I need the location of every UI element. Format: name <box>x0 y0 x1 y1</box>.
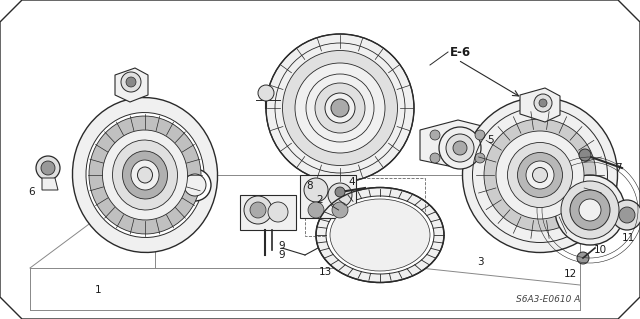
Polygon shape <box>115 68 148 102</box>
Ellipse shape <box>532 167 547 182</box>
Ellipse shape <box>184 174 206 196</box>
Ellipse shape <box>86 113 204 237</box>
Circle shape <box>126 77 136 87</box>
Ellipse shape <box>331 99 349 117</box>
Ellipse shape <box>446 134 474 162</box>
Text: 10: 10 <box>593 245 607 255</box>
Ellipse shape <box>463 98 618 253</box>
Circle shape <box>41 161 55 175</box>
Ellipse shape <box>72 98 218 252</box>
Text: S6A3-E0610 A: S6A3-E0610 A <box>516 295 580 305</box>
Ellipse shape <box>102 130 188 220</box>
Ellipse shape <box>113 140 177 210</box>
Ellipse shape <box>561 181 619 239</box>
Circle shape <box>268 202 288 222</box>
Circle shape <box>328 183 352 207</box>
Bar <box>305 178 425 236</box>
Ellipse shape <box>518 152 563 197</box>
Ellipse shape <box>526 161 554 189</box>
Circle shape <box>430 153 440 163</box>
Ellipse shape <box>89 116 201 234</box>
Ellipse shape <box>579 199 601 221</box>
Ellipse shape <box>330 199 430 271</box>
Ellipse shape <box>508 143 573 207</box>
Polygon shape <box>420 120 490 168</box>
Circle shape <box>430 130 440 140</box>
Circle shape <box>579 149 591 161</box>
Text: 6: 6 <box>29 187 35 197</box>
Circle shape <box>121 72 141 92</box>
Text: 2: 2 <box>317 195 323 205</box>
Ellipse shape <box>570 190 610 230</box>
Ellipse shape <box>316 188 444 283</box>
Circle shape <box>612 200 640 230</box>
Circle shape <box>304 178 328 202</box>
Text: 4: 4 <box>349 177 355 187</box>
Ellipse shape <box>325 93 355 123</box>
Ellipse shape <box>138 167 152 183</box>
Text: 13: 13 <box>318 267 332 277</box>
Ellipse shape <box>179 169 211 201</box>
Circle shape <box>250 202 266 218</box>
Circle shape <box>619 207 635 223</box>
Text: 11: 11 <box>621 233 635 243</box>
Text: 3: 3 <box>477 257 483 267</box>
Polygon shape <box>358 222 380 245</box>
Circle shape <box>475 130 485 140</box>
Polygon shape <box>42 178 58 190</box>
Polygon shape <box>240 195 296 230</box>
Ellipse shape <box>131 160 159 190</box>
Text: 9: 9 <box>278 250 285 260</box>
Ellipse shape <box>326 196 434 274</box>
Ellipse shape <box>295 63 385 153</box>
Circle shape <box>577 252 589 264</box>
Circle shape <box>244 196 272 224</box>
Ellipse shape <box>453 141 467 155</box>
Circle shape <box>539 99 547 107</box>
Circle shape <box>36 156 60 180</box>
Text: 9: 9 <box>278 241 285 251</box>
Circle shape <box>335 187 345 197</box>
Text: 12: 12 <box>563 269 577 279</box>
Text: E-6: E-6 <box>450 46 471 58</box>
Ellipse shape <box>282 50 397 166</box>
Ellipse shape <box>484 119 596 231</box>
Polygon shape <box>300 175 356 218</box>
Circle shape <box>258 85 274 101</box>
Text: 7: 7 <box>614 163 621 173</box>
Circle shape <box>475 153 485 163</box>
Text: 1: 1 <box>95 285 101 295</box>
Circle shape <box>332 202 348 218</box>
Ellipse shape <box>266 34 414 182</box>
Ellipse shape <box>496 131 584 219</box>
Ellipse shape <box>439 127 481 169</box>
Text: 8: 8 <box>307 181 314 191</box>
Polygon shape <box>520 88 560 122</box>
Ellipse shape <box>555 175 625 245</box>
Circle shape <box>534 94 552 112</box>
Text: 5: 5 <box>486 135 493 145</box>
Ellipse shape <box>122 151 168 199</box>
Circle shape <box>308 202 324 218</box>
Ellipse shape <box>315 83 365 133</box>
